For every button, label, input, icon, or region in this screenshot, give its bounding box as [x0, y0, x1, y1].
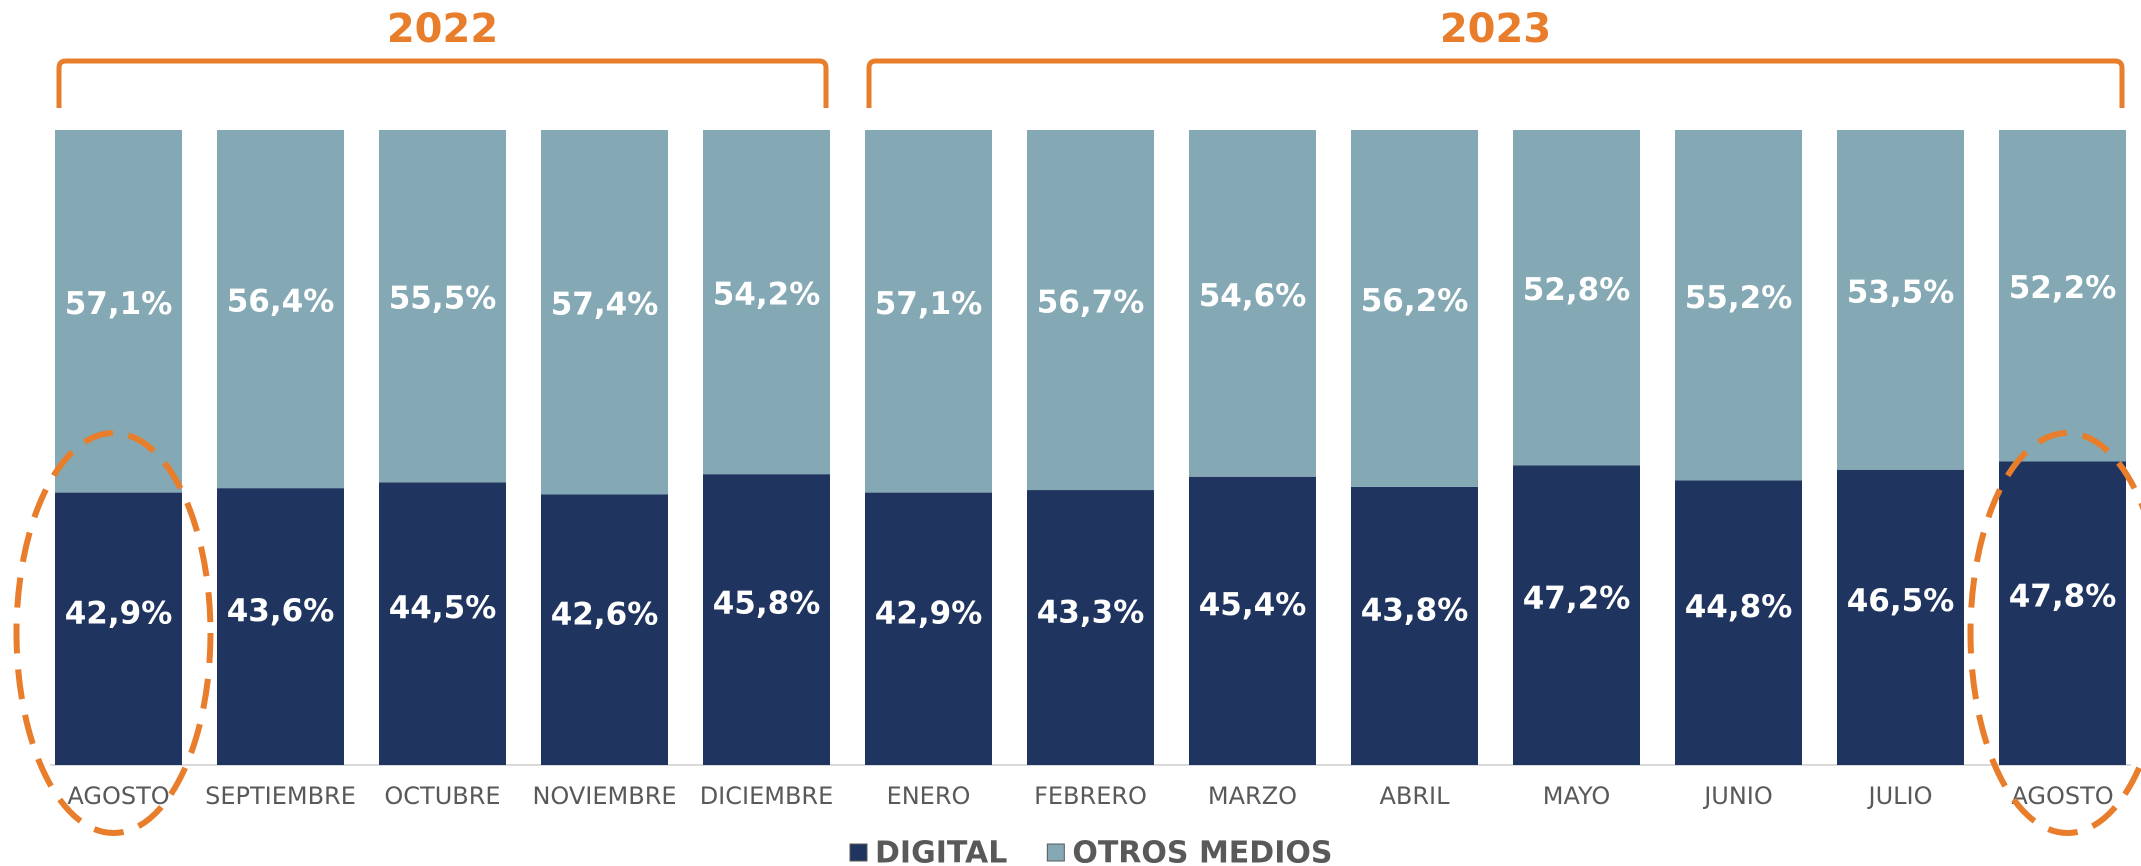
bar-segment: [865, 492, 992, 765]
bar-segment: [1675, 130, 1802, 481]
data-label: 54,6%: [1199, 278, 1307, 314]
x-tick-label: AGOSTO: [67, 782, 169, 810]
group-bracket: [56, 58, 829, 108]
data-label: 43,6%: [227, 593, 335, 629]
group-bracket: [866, 58, 2125, 108]
bar-segment: [865, 130, 992, 493]
bar-segment: [1675, 480, 1802, 765]
data-label: 56,7%: [1037, 285, 1145, 321]
data-label: 52,2%: [2009, 270, 2117, 306]
data-label: 44,8%: [1685, 589, 1793, 625]
bar-segment: [379, 130, 506, 483]
data-label: 44,5%: [389, 590, 497, 626]
data-label: 43,8%: [1361, 593, 1469, 629]
legend-swatch: [1046, 843, 1065, 862]
bar-segment: [703, 474, 830, 765]
data-label: 56,4%: [227, 284, 335, 320]
legend-label: OTROS MEDIOS: [1072, 836, 1332, 866]
x-tick-label: ENERO: [887, 782, 971, 810]
x-tick-label: AGOSTO: [2011, 782, 2113, 810]
data-label: 57,1%: [65, 286, 173, 322]
x-tick-label: MARZO: [1208, 782, 1297, 810]
x-tick-label: NOVIEMBRE: [532, 782, 676, 810]
data-label: 56,2%: [1361, 283, 1469, 319]
x-tick-label: JUNIO: [1702, 782, 1773, 810]
data-label: 42,9%: [875, 596, 983, 632]
data-label: 52,8%: [1523, 272, 1631, 308]
data-label: 57,1%: [875, 286, 983, 322]
x-tick-label: JULIO: [1867, 782, 1933, 810]
bar-segment: [217, 488, 344, 765]
data-label: 45,8%: [713, 586, 821, 622]
data-label: 55,5%: [389, 281, 497, 317]
data-label: 42,6%: [551, 597, 659, 633]
data-label: 53,5%: [1847, 274, 1955, 310]
x-tick-label: DICIEMBRE: [700, 782, 834, 810]
bar-segment: [55, 492, 182, 765]
data-label: 47,8%: [2009, 579, 2117, 615]
bar-segment: [1837, 130, 1964, 470]
x-tick-label: SEPTIEMBRE: [205, 782, 356, 810]
data-label: 55,2%: [1685, 280, 1793, 316]
x-tick-label: OCTUBRE: [384, 782, 500, 810]
bar-segment: [541, 494, 668, 765]
bar-segment: [1513, 130, 1640, 466]
data-label: 45,4%: [1199, 587, 1307, 623]
bar-segment: [1351, 486, 1478, 765]
data-label: 42,9%: [65, 596, 173, 632]
data-label: 46,5%: [1847, 583, 1955, 619]
bar-segment: [55, 130, 182, 493]
group-label: 2023: [1440, 6, 1551, 52]
x-tick-label: FEBRERO: [1034, 782, 1147, 810]
bar-segment: [1351, 130, 1478, 487]
legend-label: DIGITAL: [875, 836, 1007, 866]
data-label: 54,2%: [713, 277, 821, 313]
data-label: 43,3%: [1037, 594, 1145, 630]
data-label: 47,2%: [1523, 581, 1631, 617]
bar-segment: [1999, 461, 2126, 765]
bar-segment: [1027, 130, 1154, 491]
data-label: 57,4%: [551, 287, 659, 323]
highlight-ellipse: [13, 430, 214, 836]
bar-segment: [1513, 465, 1640, 765]
group-label: 2022: [387, 6, 498, 52]
bar-segment: [1999, 130, 2126, 462]
bar-segment: [1027, 490, 1154, 765]
x-tick-label: MAYO: [1543, 782, 1611, 810]
bar-segment: [1189, 130, 1316, 477]
bar-segment: [379, 482, 506, 765]
legend-swatch: [849, 843, 868, 862]
bar-segment: [1189, 476, 1316, 765]
bar-segment: [541, 130, 668, 495]
bar-segment: [217, 130, 344, 489]
bar-segment: [1837, 469, 1964, 765]
x-tick-label: ABRIL: [1379, 782, 1450, 810]
highlight-ellipse: [1967, 430, 2141, 836]
bar-segment: [703, 130, 830, 475]
